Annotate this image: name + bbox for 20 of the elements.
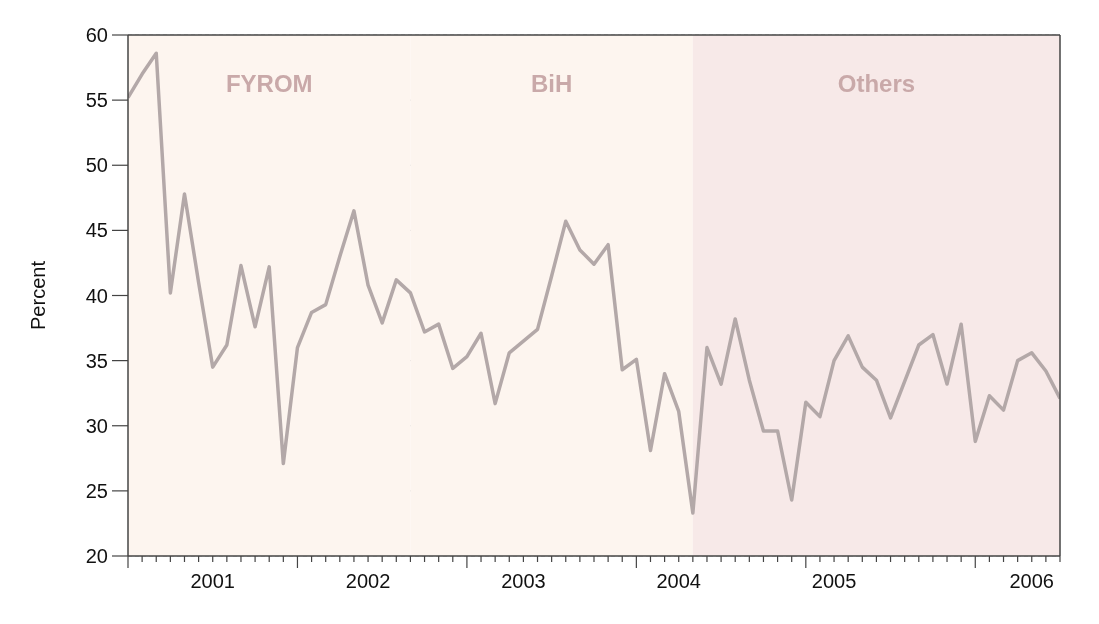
y-tick-label: 40 [85,284,108,307]
y-tick-label: 50 [85,154,108,177]
x-tick-label: 2006 [1009,570,1055,592]
x-tick-label: 2005 [811,570,857,592]
y-tick-label: 25 [85,479,108,502]
y-tick-label: 55 [85,89,108,112]
y-tick-label: 30 [85,414,108,437]
x-tick-label: 2003 [501,570,546,592]
band-label: FYROM [225,70,313,98]
line-series [128,51,1060,515]
y-tick-label: 20 [85,545,108,568]
band-label: BiH [530,70,573,98]
x-tick-label: 2004 [656,570,701,592]
y-tick-label: 45 [85,219,108,242]
x-tick-label: 2002 [345,570,391,592]
x-tick-label: 2001 [190,570,235,592]
y-tick-label: 60 [85,24,108,47]
y-tick-label: 35 [85,349,108,372]
y-axis-title: Percent [27,260,50,330]
band-label: Others [837,70,916,98]
